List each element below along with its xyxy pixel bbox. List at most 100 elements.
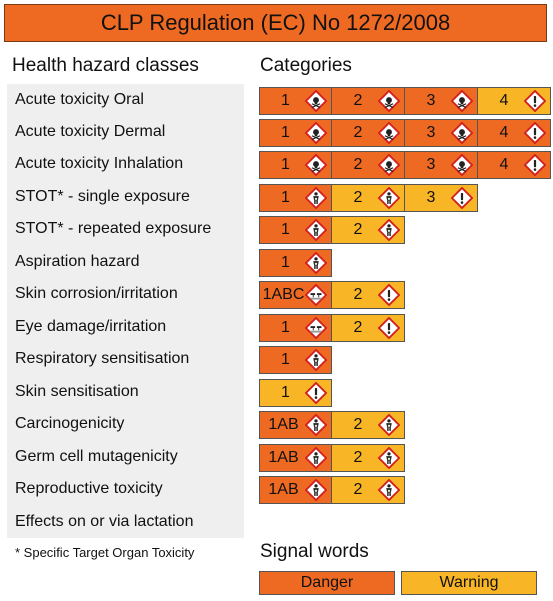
- category-cell: 1: [259, 216, 332, 244]
- hazard-class-label: Respiratory sensitisation: [15, 350, 190, 367]
- hazard-class-label: Reproductive toxicity: [15, 480, 163, 497]
- category-cell: 2: [332, 281, 405, 309]
- category-label: 1: [281, 156, 290, 173]
- health-hazard-icon: [378, 447, 400, 469]
- hazard-class-label: Carcinogenicity: [15, 415, 125, 432]
- category-cell: 3: [405, 119, 478, 147]
- health-hazard-classes-heading: Health hazard classes: [12, 55, 199, 76]
- skull-icon: [305, 154, 327, 176]
- category-cell: 1AB: [259, 476, 332, 504]
- exclamation-icon: [378, 317, 400, 339]
- category-label: 2: [353, 92, 363, 109]
- health-hazard-icon: [378, 414, 400, 436]
- category-cell: 1AB: [259, 411, 332, 439]
- category-label: 2: [353, 156, 363, 173]
- category-row: 1 2 3: [259, 184, 478, 212]
- category-label: 2: [353, 449, 363, 466]
- category-cell: 1: [259, 314, 332, 342]
- skull-icon: [451, 122, 473, 144]
- skull-icon: [305, 90, 327, 112]
- hazard-class-label: Eye damage/irritation: [15, 318, 167, 335]
- exclamation-icon: [378, 284, 400, 306]
- category-label: 2: [353, 481, 363, 498]
- skull-icon: [451, 154, 473, 176]
- category-label: 1: [281, 384, 290, 401]
- category-cell: 2: [332, 87, 405, 115]
- health-hazard-icon: [305, 447, 327, 469]
- health-hazard-icon: [305, 479, 327, 501]
- category-cell: 1: [259, 119, 332, 147]
- category-label: 1: [281, 254, 290, 271]
- category-label: 4: [499, 156, 509, 173]
- health-hazard-icon: [305, 349, 327, 371]
- category-cell: 1ABC: [259, 281, 332, 309]
- category-label: 1: [281, 221, 290, 238]
- skull-icon: [378, 122, 400, 144]
- danger-legend: Danger: [259, 571, 395, 595]
- footnote: * Specific Target Organ Toxicity: [15, 545, 195, 560]
- category-cell: 1: [259, 379, 332, 407]
- health-hazard-icon: [378, 219, 400, 241]
- category-label: 2: [353, 319, 363, 336]
- hazard-class-label: Effects on or via lactation: [15, 513, 194, 530]
- hazard-class-label: STOT* - single exposure: [15, 188, 190, 205]
- corrosion-icon: [305, 284, 327, 306]
- exclamation-icon: [451, 187, 473, 209]
- category-label: 1: [281, 92, 290, 109]
- category-cell: 3: [405, 184, 478, 212]
- hazard-class-label: Germ cell mutagenicity: [15, 448, 178, 465]
- category-row: 1 2 3 4: [259, 151, 551, 179]
- skull-icon: [378, 90, 400, 112]
- category-cell: 1: [259, 87, 332, 115]
- category-row: 1AB 2: [259, 411, 405, 439]
- category-label: 1: [281, 351, 290, 368]
- category-cell: 2: [332, 216, 405, 244]
- category-row: 1 2 3 4: [259, 87, 551, 115]
- exclamation-icon: [524, 154, 546, 176]
- category-cell: 2: [332, 314, 405, 342]
- category-cell: 2: [332, 444, 405, 472]
- health-hazard-icon: [378, 187, 400, 209]
- category-row: 1: [259, 249, 332, 277]
- category-cell: 4: [478, 151, 551, 179]
- hazard-class-label: Acute toxicity Dermal: [15, 123, 166, 140]
- category-cell: 2: [332, 184, 405, 212]
- hazard-class-label: STOT* - repeated exposure: [15, 220, 212, 237]
- exclamation-icon: [524, 122, 546, 144]
- category-label: 1AB: [268, 416, 299, 433]
- category-label: 4: [499, 92, 509, 109]
- hazard-class-label: Aspiration hazard: [15, 253, 140, 270]
- hazard-class-label: Acute toxicity Oral: [15, 91, 144, 108]
- category-cell: 3: [405, 87, 478, 115]
- category-label: 2: [353, 124, 363, 141]
- category-label: 1ABC: [262, 286, 305, 303]
- category-cell: 4: [478, 87, 551, 115]
- health-hazard-icon: [305, 187, 327, 209]
- category-cell: 1: [259, 184, 332, 212]
- category-row: 1 2 3 4: [259, 119, 551, 147]
- category-label: 1AB: [268, 449, 299, 466]
- health-hazard-icon: [378, 479, 400, 501]
- skull-icon: [451, 90, 473, 112]
- signal-words-heading: Signal words: [260, 541, 369, 562]
- category-cell: 2: [332, 151, 405, 179]
- category-row: 1ABC 2: [259, 281, 405, 309]
- category-label: 2: [353, 416, 363, 433]
- category-cell: 4: [478, 119, 551, 147]
- categories-heading: Categories: [260, 55, 352, 76]
- category-label: 3: [426, 124, 436, 141]
- hazard-class-label: Skin sensitisation: [15, 383, 139, 400]
- category-label: 1: [281, 319, 290, 336]
- category-cell: 2: [332, 476, 405, 504]
- category-label: 3: [426, 92, 436, 109]
- category-label: 1: [281, 124, 290, 141]
- category-label: 2: [353, 189, 363, 206]
- category-cell: 1AB: [259, 444, 332, 472]
- category-label: 1: [281, 189, 290, 206]
- hazard-class-label: Acute toxicity Inhalation: [15, 155, 184, 172]
- health-hazard-icon: [305, 219, 327, 241]
- warning-legend: Warning: [401, 571, 537, 595]
- category-label: 3: [426, 156, 436, 173]
